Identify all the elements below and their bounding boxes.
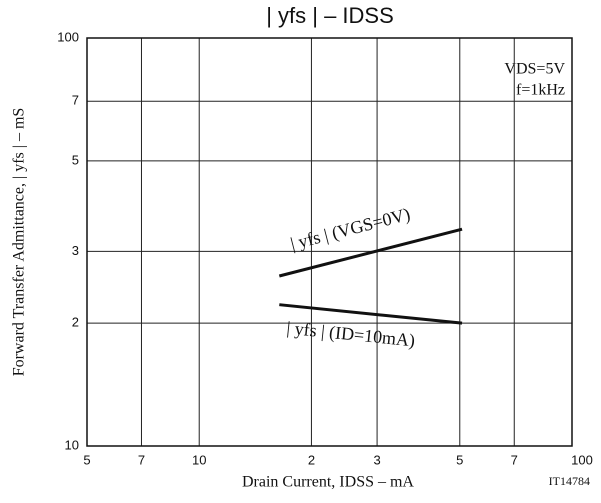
x-tick-label: 7 xyxy=(138,452,145,467)
x-tick-label: 100 xyxy=(571,452,593,467)
x-tick-label: 10 xyxy=(192,452,206,467)
figure-id: IT14784 xyxy=(549,474,590,488)
annotation: VDS=5V xyxy=(504,61,565,78)
line xyxy=(278,227,463,278)
chart-title: | yfs | – IDSS xyxy=(266,3,394,28)
plot-frame xyxy=(86,37,573,447)
y-tick-label: 100 xyxy=(57,29,79,44)
y-tick-label: 3 xyxy=(72,243,79,258)
x-tick-label: 5 xyxy=(456,452,463,467)
y-tick-label: 5 xyxy=(72,152,79,167)
annotation: f=1kHz xyxy=(516,82,565,99)
x-tick-label: 3 xyxy=(373,452,380,467)
x-axis-label: Drain Current, IDSS – mA xyxy=(242,474,414,491)
x-tick-label: 2 xyxy=(308,452,315,467)
y-axis-label: Forward Transfer Admittance, | yfs | – m… xyxy=(11,108,28,377)
y-tick-label: 7 xyxy=(72,93,79,108)
x-tick-label: 7 xyxy=(511,452,518,467)
x-tick-label: 5 xyxy=(83,452,90,467)
line xyxy=(279,303,463,325)
y-tick-label: 2 xyxy=(72,315,79,330)
y-tick-label: 10 xyxy=(65,437,79,452)
